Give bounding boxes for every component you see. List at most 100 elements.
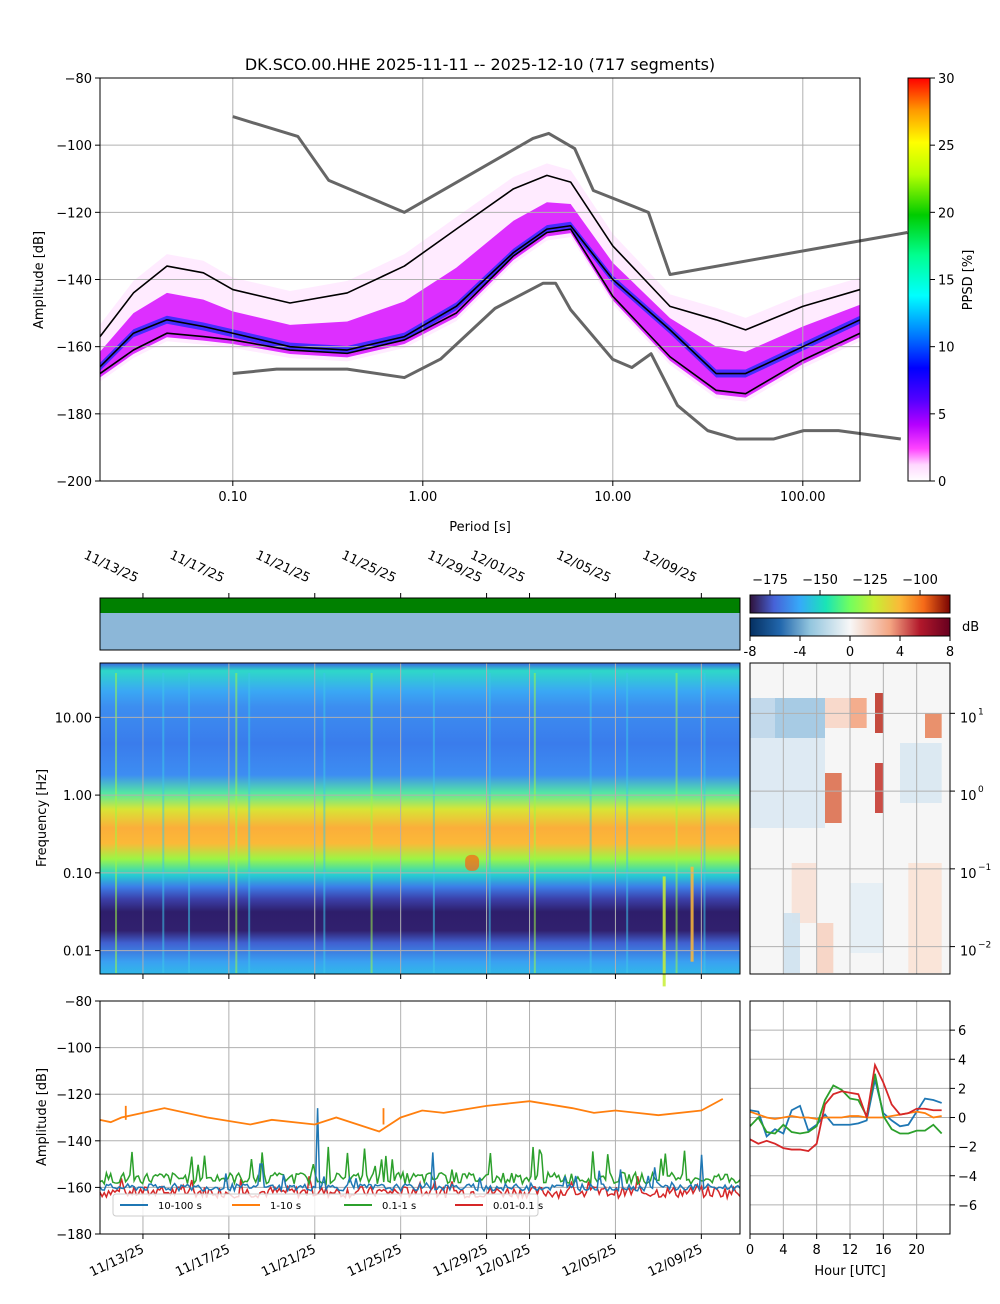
diurnal-band-ytick-label: 6 bbox=[958, 1024, 966, 1039]
diff-colorbar-ticks: -8 -4 0 4 8 bbox=[744, 636, 954, 660]
spectrogram-streak bbox=[235, 673, 238, 973]
db-cb-tick-label: −150 bbox=[802, 573, 838, 588]
ppsd-curve-mode bbox=[99, 224, 861, 375]
diurnal-band-line bbox=[749, 1062, 942, 1152]
diurnal-cell bbox=[875, 763, 884, 813]
diurnal-ytick-exp: 0 bbox=[978, 785, 984, 795]
top-date-axis: 11/13/25 11/17/25 11/21/25 11/25/25 11/29/25… bbox=[81, 548, 702, 598]
ppsd-colorbar bbox=[907, 77, 931, 482]
band-ytick-label: −140 bbox=[56, 1135, 92, 1150]
spectrogram-streak bbox=[675, 673, 678, 973]
diurnal-ytick-exp: −2 bbox=[978, 941, 991, 951]
diurnal-cell bbox=[908, 863, 942, 973]
diurnal-ytick-base: 10 bbox=[960, 945, 977, 960]
spectrogram-ticks: 10.00 1.00 0.10 0.01 bbox=[55, 711, 702, 979]
ppsd-cb-tick-label: 5 bbox=[938, 408, 946, 423]
ppsd-ytick-label: −180 bbox=[56, 408, 92, 423]
spectrogram-streak bbox=[188, 673, 191, 973]
hour-tick-label: 16 bbox=[875, 1243, 892, 1258]
spectrogram-panel: 10.00 1.00 0.10 0.01 Frequency [Hz] bbox=[35, 662, 741, 987]
diurnal-ytick-exp: −1 bbox=[978, 863, 991, 873]
availability-strip bbox=[99, 597, 741, 651]
ppsd-cb-tick-label: 20 bbox=[938, 206, 955, 221]
diurnal-band-line bbox=[749, 1079, 942, 1138]
spectrogram-grid bbox=[100, 663, 740, 974]
band-line-1-10s bbox=[99, 1098, 724, 1133]
band-ytick-label: −180 bbox=[56, 1228, 92, 1243]
diurnal-cell bbox=[750, 738, 825, 828]
db-colorbar bbox=[749, 594, 951, 614]
legend-label: 10-100 s bbox=[158, 1201, 202, 1212]
top-date-label: 12/05/25 bbox=[554, 548, 613, 586]
ppsd-cb-tick-label: 30 bbox=[938, 72, 955, 87]
ppsd-cb-tick-label: 0 bbox=[938, 475, 946, 490]
ppsd-ylabel: Amplitude [dB] bbox=[32, 231, 47, 329]
diurnal-band-ytick-label: 4 bbox=[958, 1053, 966, 1068]
band-xtick-label: 11/13/25 bbox=[87, 1242, 146, 1280]
ppsd-ytick-label: −80 bbox=[65, 72, 92, 87]
ppsd-xtick-label: 10.00 bbox=[594, 490, 631, 505]
spectrogram-event bbox=[690, 866, 694, 962]
ppsd-plot-area bbox=[100, 163, 860, 402]
hour-label: Hour [UTC] bbox=[814, 1264, 885, 1279]
spectrogram-ytick-label: 0.01 bbox=[63, 945, 92, 960]
spectrogram-streak bbox=[162, 673, 165, 973]
ppsd-ytick-label: −200 bbox=[56, 475, 92, 490]
ppsd-curve-nlnm bbox=[232, 281, 902, 441]
diurnal-grid bbox=[750, 663, 950, 974]
diurnal-band-ytick-label: −4 bbox=[958, 1170, 977, 1185]
spectrogram-ylabel: Frequency [Hz] bbox=[35, 769, 50, 867]
legend-label: 0.01-0.1 s bbox=[493, 1201, 543, 1212]
diurnal-frame bbox=[749, 662, 951, 975]
spectrogram-image bbox=[100, 663, 740, 974]
band-line-0.1-1s bbox=[99, 1146, 741, 1187]
hour-tick-label: 8 bbox=[813, 1243, 821, 1258]
diurnal-band-ytick-label: 0 bbox=[958, 1112, 966, 1127]
top-date-label: 11/13/25 bbox=[81, 548, 140, 586]
spectrogram-ytick-label: 0.10 bbox=[63, 867, 92, 882]
ppsd-curve-percentile_low bbox=[99, 228, 861, 395]
top-date-label: 11/17/25 bbox=[167, 548, 226, 586]
band-xtick-label: 11/21/25 bbox=[259, 1242, 318, 1280]
spectrogram-colorbars: −175 −150 −125 −100 -8 -4 0 4 8 dB bbox=[744, 573, 980, 660]
db-cb-tick-label: −125 bbox=[852, 573, 888, 588]
spectrogram-streak bbox=[248, 673, 251, 973]
band-xtick-label: 12/09/25 bbox=[646, 1242, 705, 1280]
ppsd-curve-percentile_high bbox=[99, 174, 861, 338]
diff-cb-tick-label: 0 bbox=[846, 645, 854, 660]
hour-tick-label: 4 bbox=[779, 1243, 787, 1258]
spectrogram-frame bbox=[99, 662, 741, 975]
band-xtick-label: 11/25/25 bbox=[345, 1242, 404, 1280]
band-lines bbox=[99, 1098, 741, 1201]
diff-colorbar-label: dB bbox=[962, 620, 979, 635]
ppsd-ytick-label: −120 bbox=[56, 206, 92, 221]
top-date-label: 11/21/25 bbox=[253, 548, 312, 586]
spectrogram-streak bbox=[370, 673, 373, 973]
spectrogram-ytick-label: 10.00 bbox=[55, 711, 92, 726]
diurnal-cell bbox=[850, 883, 884, 953]
band-xtick-label: 12/05/25 bbox=[560, 1242, 619, 1280]
hour-tick-label: 20 bbox=[908, 1243, 925, 1258]
band-ytick-label: −120 bbox=[56, 1088, 92, 1103]
hour-tick-label: 0 bbox=[746, 1243, 754, 1258]
diurnal-ytick-base: 10 bbox=[960, 711, 977, 726]
gap-bar bbox=[100, 613, 740, 650]
spectrogram-hotspot bbox=[465, 854, 480, 871]
ppsd-curves bbox=[99, 115, 908, 441]
ppsd-ytick-label: −140 bbox=[56, 274, 92, 289]
band-ytick-label: −100 bbox=[56, 1042, 92, 1057]
diurnal-ytick-base: 10 bbox=[960, 789, 977, 804]
spectrogram-streak bbox=[626, 673, 629, 973]
spectrogram-streak bbox=[589, 673, 592, 973]
ppsd-curve-nhnm bbox=[232, 115, 908, 276]
diff-cb-tick-label: -4 bbox=[794, 645, 807, 660]
ppsd-ticks: 0.10 1.00 10.00 100.00 −80 −100 −120 −140 −160 −1… bbox=[56, 72, 825, 505]
spectrogram-streak bbox=[703, 673, 706, 973]
